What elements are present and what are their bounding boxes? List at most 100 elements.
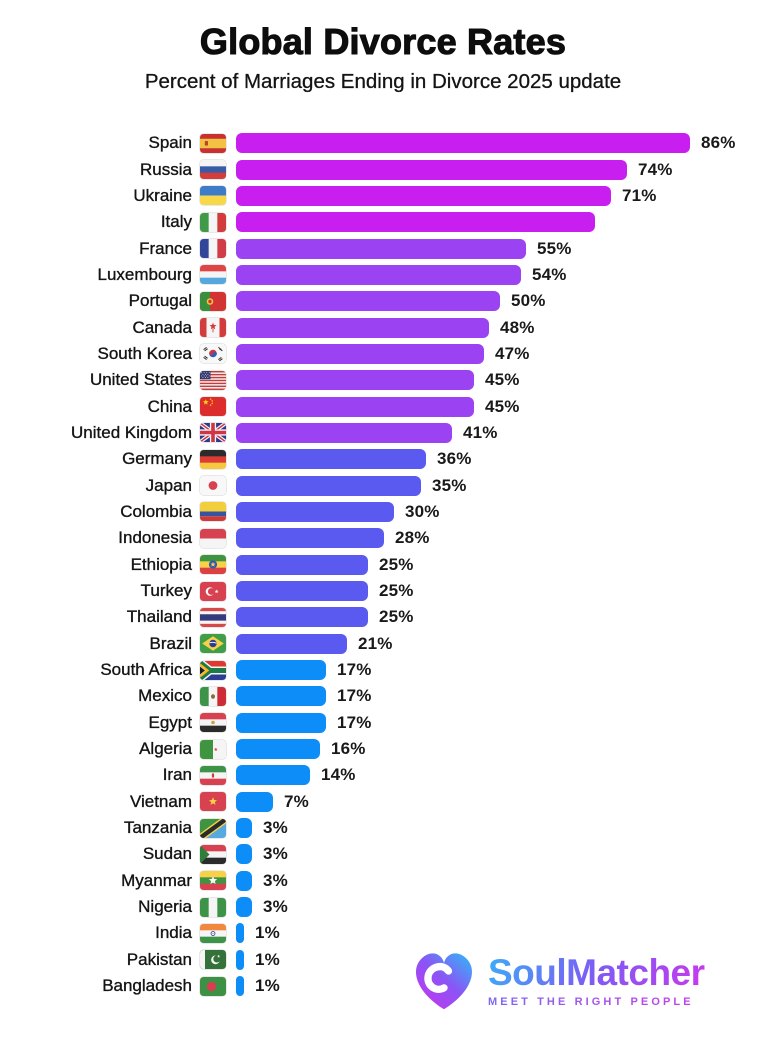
chart-row: Tanzania 3%	[0, 815, 766, 841]
value-label: 41%	[463, 422, 498, 442]
country-label: Tanzania	[123, 818, 192, 838]
flag-colombia-icon	[200, 502, 226, 522]
value-bar	[236, 528, 384, 549]
page-subtitle: Percent of Marriages Ending in Divorce 2…	[144, 70, 622, 93]
country-label: China	[147, 396, 192, 416]
flag-russia-icon	[200, 160, 226, 180]
value-bar	[236, 712, 326, 733]
value-bar	[236, 765, 310, 786]
value-label: 3%	[263, 897, 288, 917]
bar-area: 28%	[236, 528, 766, 549]
flag-luxembourg-icon	[200, 265, 226, 285]
bar-area: 1%	[236, 923, 766, 944]
country-label: Turkey	[140, 581, 192, 601]
country-label: Myanmar	[121, 870, 192, 890]
flag-pakistan-icon	[200, 950, 226, 970]
value-bar	[236, 449, 426, 470]
value-bar	[236, 554, 368, 575]
flag-italy-icon	[200, 212, 226, 232]
value-bar	[236, 739, 320, 760]
country-label: Luxembourg	[97, 264, 192, 284]
country-label: Indonesia	[118, 528, 192, 548]
flag-sudan-icon	[200, 844, 226, 864]
country-label: Algeria	[139, 739, 192, 759]
bar-area: 17%	[236, 660, 766, 681]
country-label: India	[155, 923, 192, 943]
value-bar	[236, 844, 252, 865]
flag-united-kingdom-icon	[200, 423, 226, 443]
value-bar	[236, 581, 368, 602]
flag-egypt-icon	[200, 713, 226, 733]
chart-row: Vietnam 7%	[0, 789, 766, 815]
value-label: 71%	[622, 185, 657, 205]
country-label: Canada	[132, 317, 192, 337]
bar-area: 50%	[236, 291, 766, 312]
chart-row: Ukraine 71%	[0, 183, 766, 209]
value-bar	[236, 791, 273, 812]
country-label: Ethiopia	[130, 554, 192, 574]
chart-row: Italy	[0, 209, 766, 235]
country-label: Portugal	[128, 291, 192, 311]
value-label: 50%	[511, 291, 546, 311]
country-label: Russia	[140, 159, 192, 179]
value-label: 17%	[337, 660, 372, 680]
value-label: 3%	[263, 818, 288, 838]
soulmatcher-logo: SoulMatcher MEET THE RIGHT PEOPLE	[408, 944, 705, 1016]
value-label: 55%	[537, 238, 572, 258]
flag-brazil-icon	[200, 634, 226, 654]
country-label: United Kingdom	[71, 422, 192, 442]
country-label: Spain	[148, 133, 192, 153]
country-label: Nigeria	[138, 897, 192, 917]
bar-area: 3%	[236, 897, 766, 918]
country-label: Germany	[122, 449, 192, 469]
value-label: 30%	[405, 501, 440, 521]
chart-row: South Korea 47%	[0, 341, 766, 367]
flag-myanmar-icon	[200, 871, 226, 891]
bar-area: 41%	[236, 422, 766, 443]
country-label: Vietnam	[129, 791, 192, 811]
chart-row: Canada 48%	[0, 314, 766, 340]
value-bar	[236, 818, 252, 839]
flag-ukraine-icon	[200, 186, 226, 206]
bar-area: 45%	[236, 396, 766, 417]
bar-area: 48%	[236, 317, 766, 338]
bar-area: 45%	[236, 370, 766, 391]
bar-area: 3%	[236, 870, 766, 891]
country-label: Brazil	[149, 633, 192, 653]
value-bar	[236, 897, 252, 918]
value-label: 21%	[358, 633, 393, 653]
flag-indonesia-icon	[200, 528, 226, 548]
country-label: Iran	[162, 765, 193, 785]
chart-row: Thailand 25%	[0, 604, 766, 630]
value-label: 45%	[485, 396, 520, 416]
bar-area: 74%	[236, 159, 766, 180]
value-bar	[236, 870, 252, 891]
bar-area: 54%	[236, 264, 766, 285]
chart-row: Algeria 16%	[0, 736, 766, 762]
bar-area: 21%	[236, 633, 766, 654]
bar-area: 35%	[236, 475, 766, 496]
chart-row: China 45%	[0, 393, 766, 419]
flag-bangladesh-icon	[200, 976, 226, 996]
bar-area: 3%	[236, 844, 766, 865]
heart-logo-icon	[408, 944, 480, 1016]
brand-tagline: MEET THE RIGHT PEOPLE	[488, 996, 705, 1008]
value-label: 3%	[263, 870, 288, 890]
country-label: Bangladesh	[102, 976, 192, 996]
country-label: Mexico	[138, 686, 192, 706]
chart-row: France 55%	[0, 235, 766, 261]
flag-canada-icon	[200, 318, 226, 338]
flag-tanzania-icon	[200, 818, 226, 838]
value-bar	[236, 317, 489, 338]
chart-row: South Africa 17%	[0, 657, 766, 683]
bar-area: 17%	[236, 712, 766, 733]
flag-india-icon	[200, 923, 226, 943]
value-bar	[236, 185, 611, 206]
value-label: 45%	[485, 370, 520, 390]
flag-thailand-icon	[200, 607, 226, 627]
value-bar	[236, 422, 452, 443]
value-label: 14%	[321, 765, 356, 785]
value-bar	[236, 976, 244, 997]
chart-row: Nigeria 3%	[0, 894, 766, 920]
flag-france-icon	[200, 239, 226, 259]
